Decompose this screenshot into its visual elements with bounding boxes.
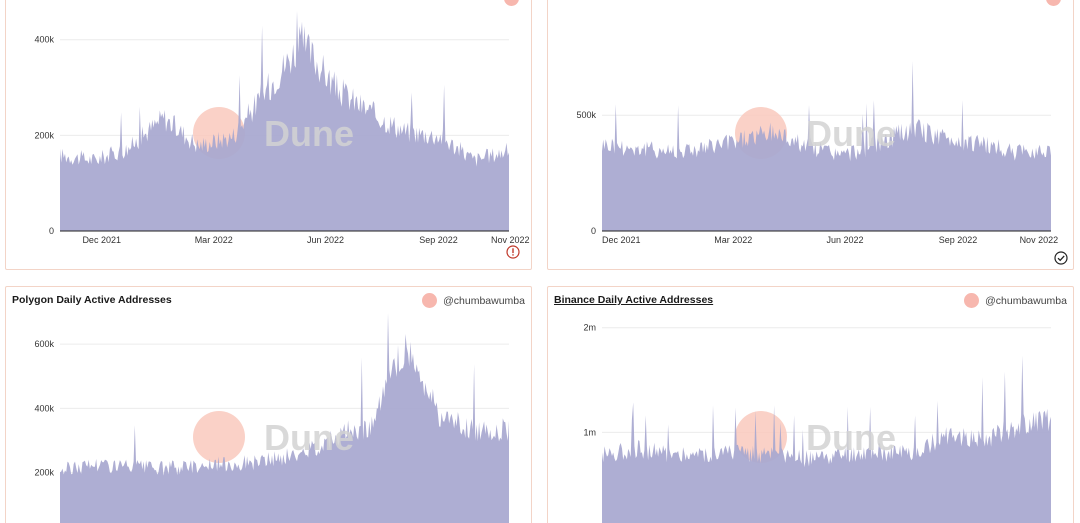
area-series[interactable] [60,11,509,231]
author-avatar [422,293,438,308]
author-avatar [504,0,519,6]
chart-panel-binance: Binance Daily Active Addresses @chumbawu… [547,286,1074,523]
area-chart: 1m 2m Dune [583,323,1051,523]
x-tick-label: Dec 2021 [82,235,121,245]
area-series[interactable] [60,312,509,523]
y-tick-label: 200k [34,130,54,140]
author-name: @chumbawumba [985,294,1067,307]
author-tag[interactable] [1046,0,1067,6]
watermark-text: Dune [264,113,354,154]
x-tick-label: Nov 2022 [1020,235,1059,245]
chart-title-link[interactable]: Binance Daily Active Addresses [554,294,714,306]
author-avatar [964,293,980,308]
watermark-text: Dune [264,417,354,458]
y-tick-label: 400k [34,35,54,45]
area-series[interactable] [602,355,1051,523]
author-name: @chumbawumba [443,294,525,307]
author-tag[interactable] [504,0,525,6]
area-chart: 0 200k 400k Dune Dec 2021 Mar 2022 Jun 2022 Sep… [34,11,530,245]
author-avatar [1046,0,1061,6]
error-icon[interactable] [506,245,520,259]
author-tag[interactable]: @chumbawumba [964,293,1067,308]
x-tick-label: Dec 2021 [602,235,641,245]
y-tick-label: 400k [34,403,54,413]
watermark-text: Dune [806,417,896,458]
y-tick-label: 2m [583,323,596,333]
author-tag[interactable]: @chumbawumba [422,293,525,308]
x-tick-label: Sep 2022 [939,235,978,245]
area-series[interactable] [602,61,1051,231]
y-tick-label: 600k [34,339,54,349]
chart-panel-top-right: 0 500k Dune Dec 2021 Mar 2022 Jun 2022 Sep 202… [547,0,1074,270]
chart-title: Polygon Daily Active Addresses [12,294,172,306]
watermark-text: Dune [806,113,896,154]
y-tick-label: 1m [583,427,596,437]
x-tick-label: Jun 2022 [827,235,864,245]
area-chart: 0 500k Dune Dec 2021 Mar 2022 Jun 2022 Sep 202… [576,61,1059,245]
y-tick-label: 0 [49,226,54,236]
watermark-logo-icon [193,411,245,463]
x-tick-label: Sep 2022 [419,235,458,245]
x-tick-label: Mar 2022 [195,235,233,245]
y-tick-label: 200k [34,468,54,478]
check-circle-icon[interactable] [1054,251,1068,265]
x-tick-label: Mar 2022 [714,235,752,245]
y-tick-label: 0 [591,226,596,236]
chart-panel-polygon: Polygon Daily Active Addresses @chumbawu… [5,286,532,523]
y-tick-label: 500k [576,110,596,120]
area-chart: 200k 400k 600k Dune [34,312,509,523]
x-tick-label: Nov 2022 [491,235,530,245]
chart-panel-top-left: 0 200k 400k Dune Dec 2021 Mar 2022 Jun 2022 Sep… [5,0,532,270]
x-tick-label: Jun 2022 [307,235,344,245]
